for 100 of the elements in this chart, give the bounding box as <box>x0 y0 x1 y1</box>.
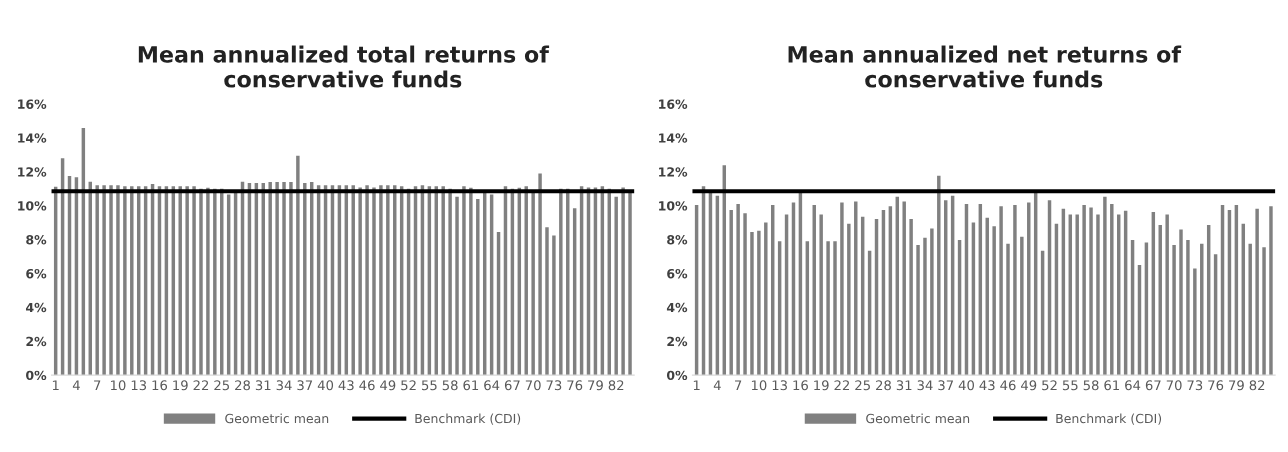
x-tick-label: 16 <box>152 380 168 391</box>
y-tick-label: 8% <box>667 235 688 245</box>
x-tick-label: 31 <box>255 380 271 391</box>
bar <box>992 226 996 376</box>
bar <box>1013 204 1017 376</box>
y-tick-label: 10% <box>659 201 688 211</box>
bar <box>902 201 906 376</box>
x-tick-label: 49 <box>380 380 396 391</box>
bar <box>999 206 1003 376</box>
x-tick-label: 43 <box>338 380 354 391</box>
bar <box>1255 208 1259 376</box>
legend-label: Geometric mean <box>225 413 329 424</box>
x-tick-label: 31 <box>896 380 912 391</box>
bar <box>538 173 542 376</box>
bar <box>296 155 300 376</box>
legend-label: Geometric mean <box>866 413 970 424</box>
y-tick-label: 14% <box>659 133 688 143</box>
x-tick-label: 52 <box>1042 380 1057 391</box>
x-tick-label: 25 <box>855 380 870 391</box>
bar <box>1110 203 1114 376</box>
x-tick-label: 7 <box>735 380 742 391</box>
bar <box>1082 204 1086 376</box>
x-tick-label: 37 <box>297 380 313 391</box>
bar <box>185 186 189 376</box>
bar <box>275 181 279 376</box>
bar <box>386 185 390 376</box>
x-tick-label: 61 <box>463 380 479 391</box>
bar <box>847 223 851 376</box>
bar <box>819 214 823 376</box>
bar <box>840 202 844 376</box>
x-tick-label: 67 <box>1145 380 1161 391</box>
x-tick-label: 61 <box>1104 380 1119 391</box>
chart-title: Mean annualized total returns of conservative funds <box>138 45 550 88</box>
x-tick-label: 37 <box>938 380 953 391</box>
bar <box>1186 240 1190 376</box>
bar <box>1103 196 1107 376</box>
x-tick-label: 82 <box>1249 380 1265 391</box>
x-tick-label: 1 <box>52 380 59 391</box>
y-tick-label: 4% <box>666 302 688 313</box>
x-tick-label: 79 <box>588 380 603 391</box>
x-tick-label: 34 <box>276 380 292 391</box>
bar <box>750 231 754 376</box>
legend-label: Benchmark (CDI) <box>415 413 521 425</box>
bar <box>621 187 625 376</box>
x-tick-label: 22 <box>834 380 849 391</box>
bar <box>1089 207 1093 376</box>
x-tick-label: 73 <box>546 380 562 391</box>
chart-title: Mean annualized net returns of conservative funds <box>788 45 1182 88</box>
bar <box>1262 247 1266 376</box>
bar <box>455 196 459 376</box>
y-tick-label: 2% <box>26 336 47 347</box>
x-tick-label: 55 <box>421 380 437 391</box>
x-tick-label: 13 <box>131 380 147 391</box>
bar <box>1269 206 1273 376</box>
y-tick-label: 16% <box>659 99 688 109</box>
x-tick-label: 58 <box>1083 380 1099 391</box>
x-tick-label: 70 <box>1166 380 1182 391</box>
x-tick-label: 52 <box>401 380 416 391</box>
x-tick-label: 28 <box>876 380 891 391</box>
y-tick-label: 6% <box>26 268 47 279</box>
bar <box>282 181 286 376</box>
x-tick-label: 79 <box>1229 380 1244 391</box>
bar <box>552 235 556 376</box>
x-tick-label: 19 <box>173 380 188 391</box>
x-tick-label: 10 <box>751 380 767 391</box>
bar <box>192 186 196 376</box>
bar <box>206 187 210 376</box>
x-tick-label: 7 <box>94 380 101 391</box>
x-tick-label: 46 <box>359 380 375 391</box>
y-tick-label: 0% <box>26 370 47 381</box>
bar <box>379 185 383 376</box>
bar <box>628 191 632 376</box>
bar <box>95 185 99 376</box>
bar <box>1075 214 1079 376</box>
x-tick-label: 76 <box>567 380 583 391</box>
bar <box>268 181 272 376</box>
bar <box>365 185 369 376</box>
x-tick-label: 67 <box>504 380 520 391</box>
bar <box>757 230 761 376</box>
bar <box>833 241 837 376</box>
x-tick-label: 64 <box>484 380 500 391</box>
bar <box>289 181 293 376</box>
y-tick-label: 2% <box>667 336 688 347</box>
bar <box>109 185 113 376</box>
bar <box>116 185 120 376</box>
x-tick-label: 82 <box>608 380 624 391</box>
y-tick-label: 16% <box>18 99 47 109</box>
y-tick-label: 8% <box>26 235 47 245</box>
x-tick-label: 58 <box>442 380 458 391</box>
x-tick-label: 34 <box>917 380 933 391</box>
x-tick-label: 10 <box>111 380 126 391</box>
bar <box>937 175 941 376</box>
x-tick-label: 28 <box>235 380 250 391</box>
x-tick-label: 19 <box>814 380 829 391</box>
bar <box>358 187 362 376</box>
x-tick-label: 1 <box>693 380 700 391</box>
x-tick-label: 43 <box>979 380 995 391</box>
y-tick-label: 12% <box>18 167 47 177</box>
bar <box>736 203 740 376</box>
bar <box>1193 268 1197 376</box>
